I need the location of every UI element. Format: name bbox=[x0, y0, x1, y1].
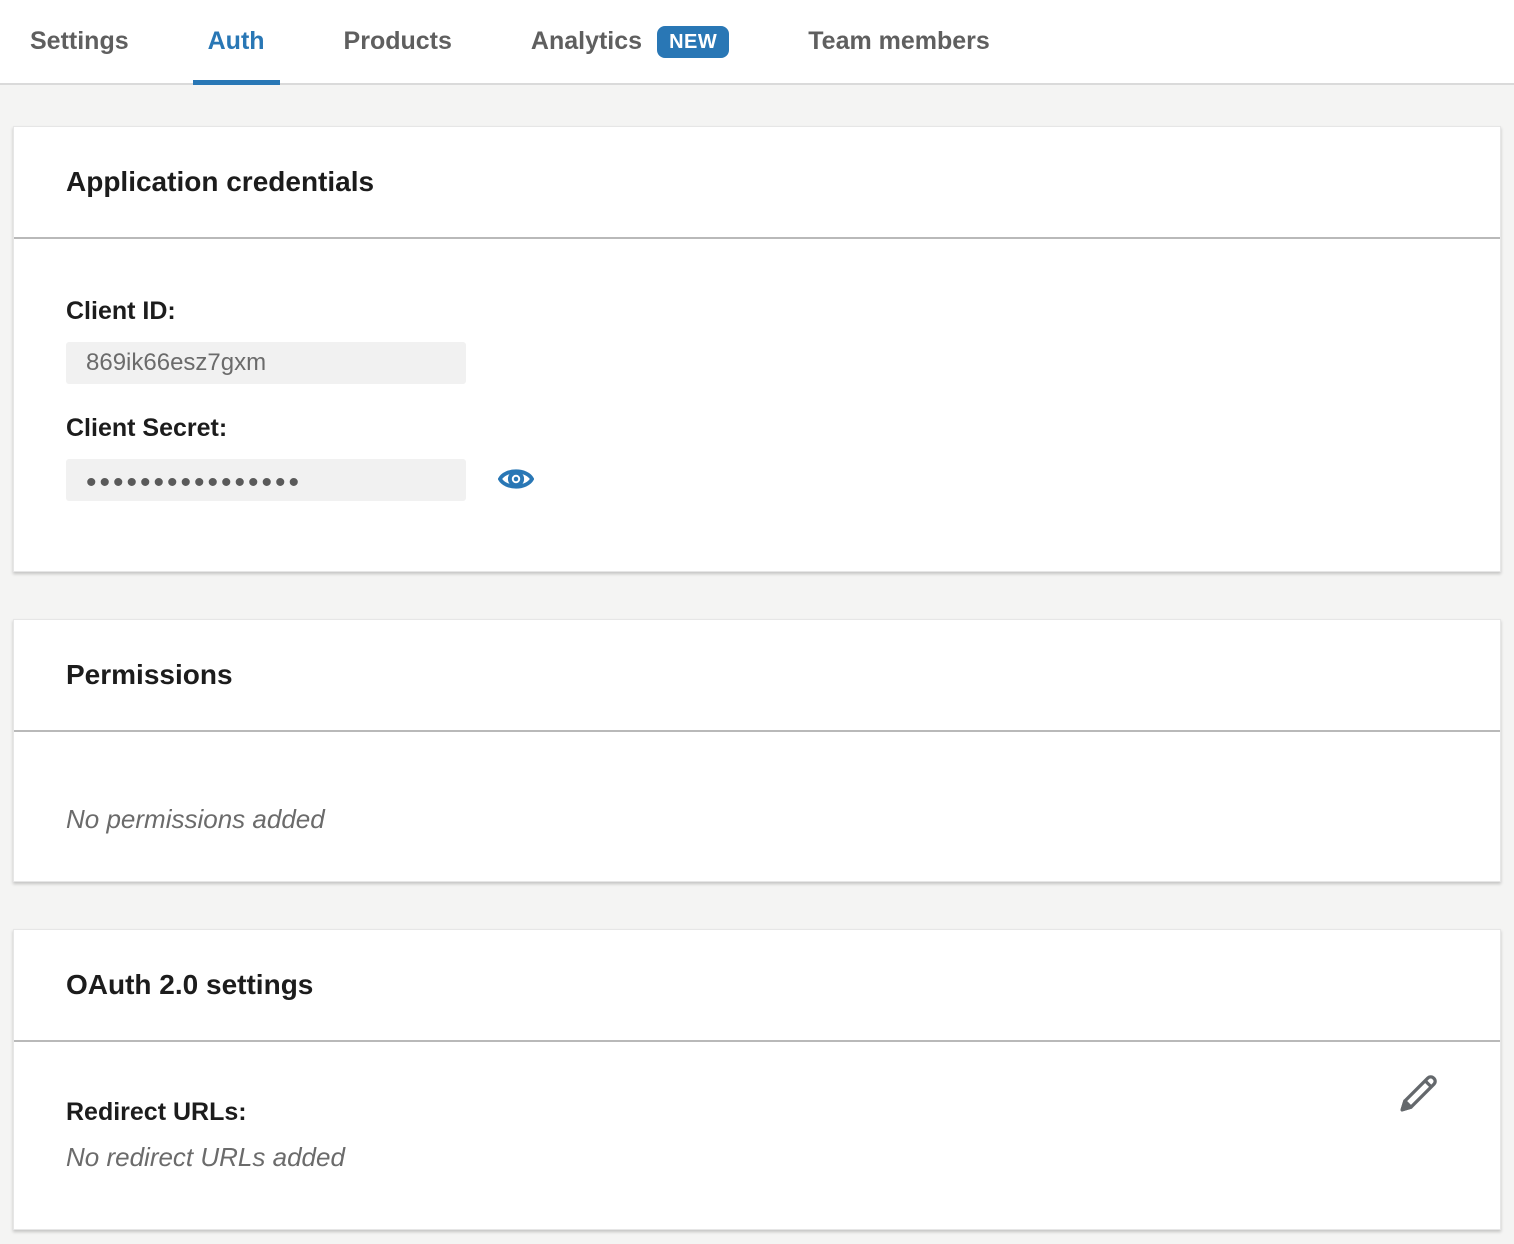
tab-analytics-label: Analytics bbox=[530, 27, 643, 55]
application-credentials-header: Application credentials bbox=[14, 127, 1500, 239]
application-credentials-title: Application credentials bbox=[66, 166, 375, 197]
tab-auth[interactable]: Auth bbox=[192, 0, 280, 85]
client-id-label: Client ID: bbox=[66, 297, 176, 325]
new-badge: NEW bbox=[657, 25, 730, 58]
edit-redirect-urls-button[interactable] bbox=[1396, 1070, 1442, 1116]
tab-settings[interactable]: Settings bbox=[15, 0, 144, 83]
no-redirect-urls-text: No redirect URLs added bbox=[66, 1142, 345, 1172]
oauth-settings-body: Redirect URLs: No redirect URLs added bbox=[14, 1042, 1500, 1229]
auth-tab-content: Application credentials Client ID: 869ik… bbox=[0, 85, 1514, 1230]
redirect-urls-label: Redirect URLs: bbox=[66, 1098, 247, 1126]
client-id-value: 869ik66esz7gxm bbox=[66, 342, 466, 384]
permissions-title: Permissions bbox=[66, 659, 233, 690]
tab-settings-label: Settings bbox=[30, 27, 129, 55]
pencil-icon bbox=[1396, 1070, 1442, 1116]
client-secret-label: Client Secret: bbox=[66, 414, 228, 442]
permissions-card: Permissions No permissions added bbox=[13, 619, 1501, 882]
permissions-header: Permissions bbox=[14, 620, 1500, 732]
tab-products-label: Products bbox=[343, 27, 452, 55]
oauth-settings-title: OAuth 2.0 settings bbox=[66, 969, 314, 1000]
application-credentials-card: Application credentials Client ID: 869ik… bbox=[13, 126, 1501, 572]
show-secret-button[interactable] bbox=[498, 464, 534, 494]
tab-products[interactable]: Products bbox=[329, 0, 467, 83]
client-secret-value: •••••••••••••••• bbox=[66, 459, 466, 501]
no-permissions-text: No permissions added bbox=[66, 804, 325, 834]
tab-team-members[interactable]: Team members bbox=[793, 0, 1005, 83]
tab-bar: Settings Auth Products Analytics NEW Tea… bbox=[0, 0, 1514, 85]
tab-auth-label: Auth bbox=[207, 27, 265, 55]
application-credentials-body: Client ID: 869ik66esz7gxm Client Secret:… bbox=[14, 239, 1500, 571]
client-secret-row: •••••••••••••••• bbox=[66, 443, 1448, 501]
tab-analytics[interactable]: Analytics NEW bbox=[516, 0, 744, 83]
eye-icon bbox=[498, 464, 534, 494]
oauth-settings-header: OAuth 2.0 settings bbox=[14, 930, 1500, 1042]
permissions-body: No permissions added bbox=[14, 732, 1500, 881]
oauth-settings-card: OAuth 2.0 settings Redirect URLs: No red… bbox=[13, 929, 1501, 1230]
tab-team-members-label: Team members bbox=[808, 27, 990, 55]
